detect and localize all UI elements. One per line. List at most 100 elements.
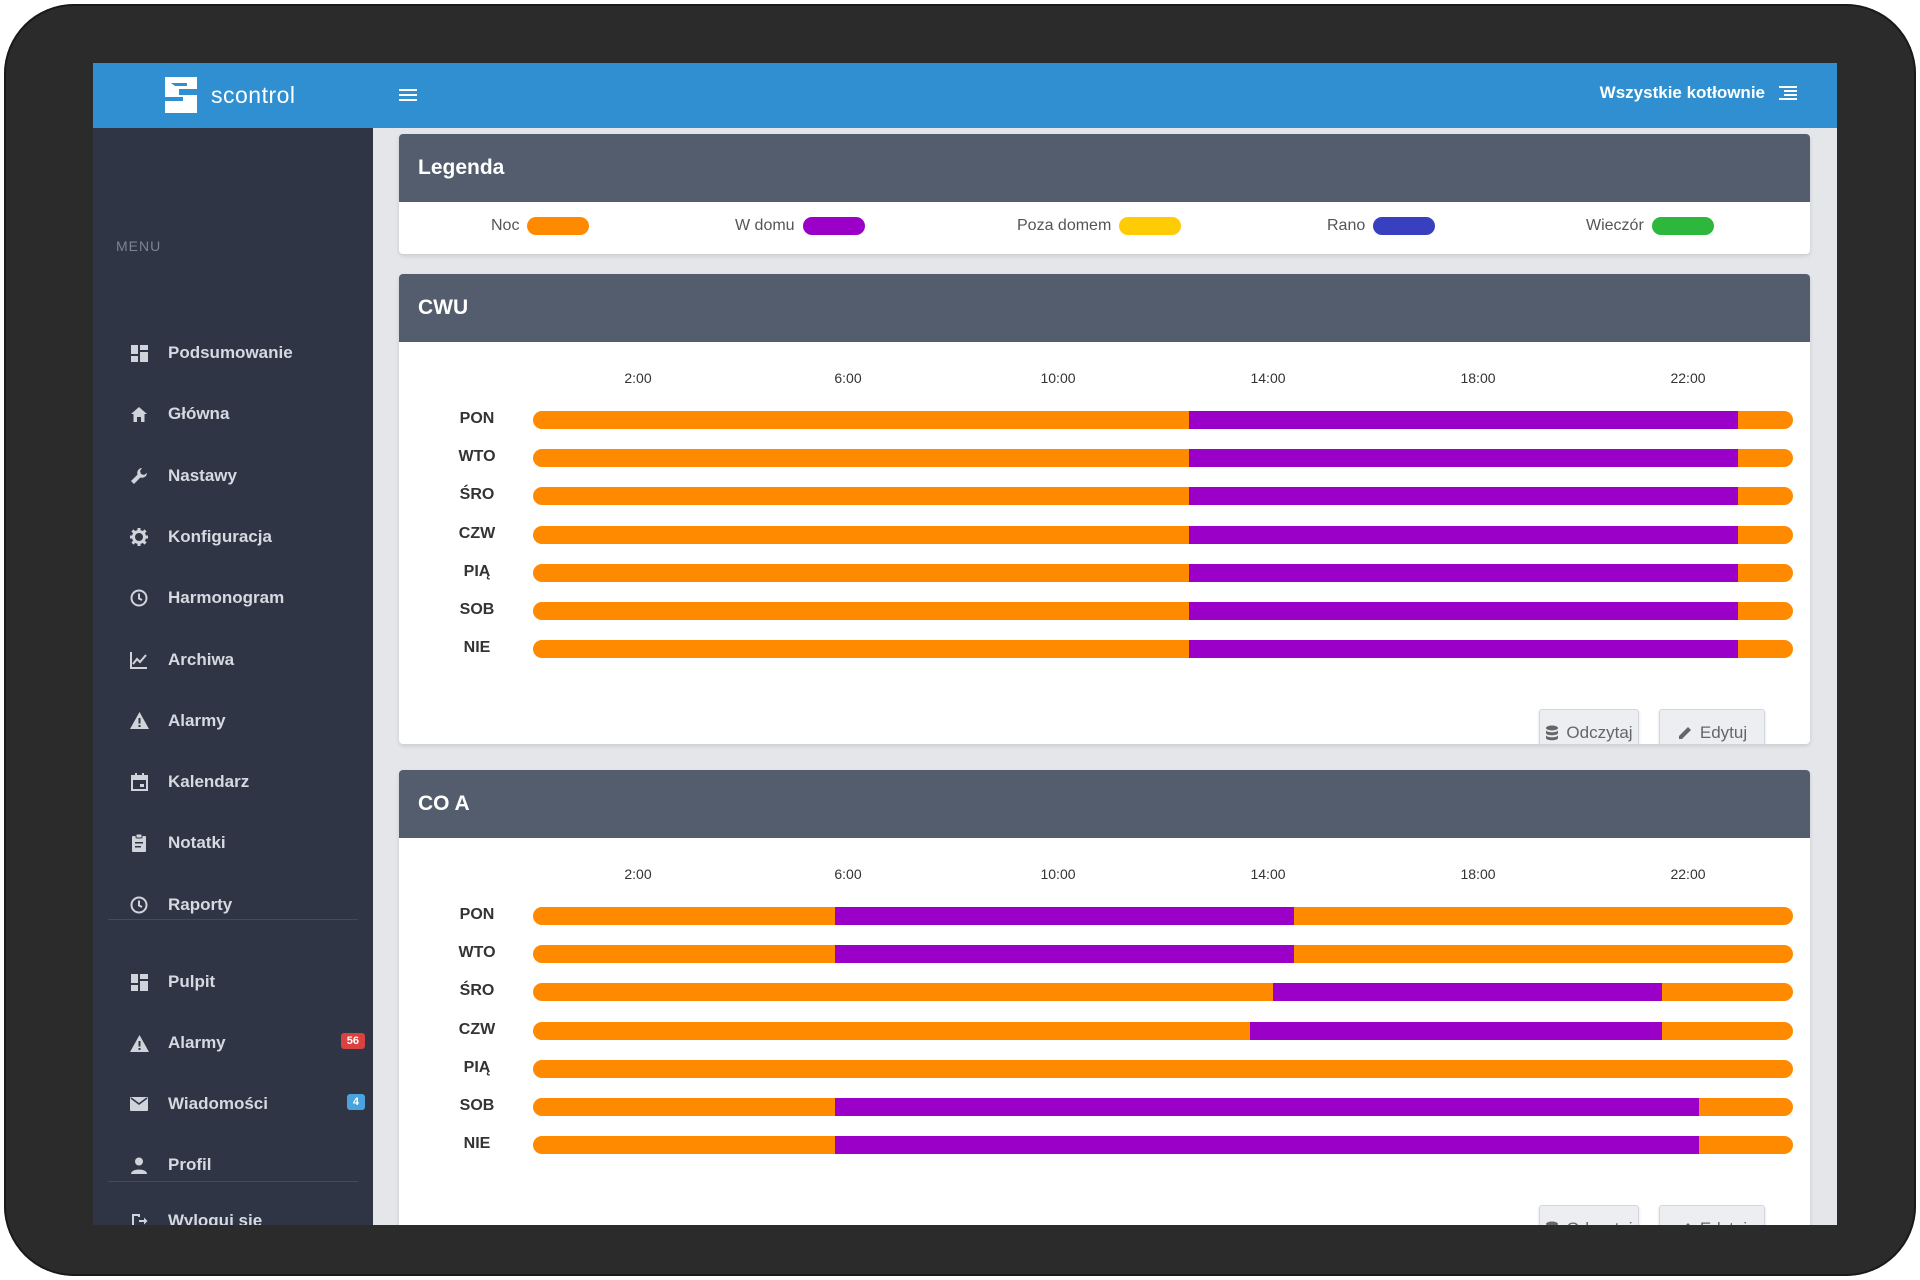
sidebar-item-profil[interactable]: Profil (93, 1140, 373, 1190)
schedule-segment (1294, 907, 1793, 925)
schedule-segment (533, 1021, 1250, 1040)
day-label: PIĄ (463, 1058, 491, 1076)
sidebar-item-label: Harmonogram (168, 588, 285, 608)
schedule-segment (1737, 640, 1793, 659)
calendar-icon (128, 771, 150, 793)
schedule-segment (1698, 1098, 1793, 1116)
top-bar: scontrol Wszystkie kotłownie (93, 63, 1837, 128)
legend-panel: Legenda Noc W domu Poza domem Rano Wieczór (399, 134, 1810, 254)
day-label: WTO (458, 448, 496, 466)
legend-label: Noc (491, 217, 520, 234)
sidebar-item-notatki[interactable]: Notatki (93, 818, 373, 868)
edit-button[interactable]: Edytuj (1659, 1205, 1765, 1225)
sidebar-divider (108, 1181, 358, 1182)
schedule-segment (1737, 487, 1793, 506)
read-button[interactable]: Odczytaj (1539, 1205, 1639, 1225)
day-schedule-bar[interactable] (533, 945, 1793, 964)
pencil-icon (1677, 1221, 1693, 1225)
day-label: NIE (463, 1135, 491, 1153)
day-schedule-bar[interactable] (533, 411, 1793, 429)
day-schedule-bar[interactable] (533, 563, 1793, 582)
sidebar-item-alarmy[interactable]: Alarmy 56 (93, 1018, 373, 1068)
sidebar-item-kalendarz[interactable]: Kalendarz (93, 757, 373, 807)
sidebar-divider (108, 919, 358, 920)
hamburger-icon (399, 89, 417, 101)
schedule-segment (834, 1098, 1699, 1116)
sidebar-item-label: Podsumowanie (168, 343, 293, 362)
day-schedule-bar[interactable] (533, 602, 1793, 620)
sidebar-item-nastawy[interactable]: Nastawy (93, 451, 373, 501)
sidebar-item-alarmy[interactable]: Alarmy (93, 696, 373, 746)
menu-toggle-button[interactable] (395, 82, 421, 108)
day-schedule-bar[interactable] (533, 907, 1793, 925)
sidebar-item-wiadomości[interactable]: Wiadomości 4 (93, 1079, 373, 1129)
day-schedule-bar[interactable] (533, 983, 1793, 1002)
schedule-segment (1737, 411, 1793, 429)
legend-label: Poza domem (1017, 217, 1112, 234)
sidebar-item-konfiguracja[interactable]: Konfiguracja (93, 512, 373, 562)
legend-swatch (527, 217, 590, 235)
sidebar-item-label: Raporty (168, 894, 233, 914)
day-schedule-bar[interactable] (533, 1059, 1793, 1078)
sidebar-item-główna[interactable]: Główna (93, 389, 373, 439)
all-boilers-label: Wszystkie kotłownie (1599, 83, 1765, 102)
day-label: PIĄ (463, 562, 491, 580)
app-logo[interactable]: scontrol (161, 73, 296, 117)
dashboard-icon (128, 342, 150, 364)
day-label: PON (459, 410, 495, 427)
sidebar-item-raporty[interactable]: Raporty (93, 880, 373, 930)
sidebar-item-archiwa[interactable]: Archiwa (93, 635, 373, 685)
day-schedule-bar[interactable] (533, 640, 1793, 659)
sidebar-item-harmonogram[interactable]: Harmonogram (93, 573, 373, 623)
schedule-panel: CWU 2:00 6:00 10:00 14:00 18:00 22:00 PON WTO ŚRO… (399, 274, 1810, 744)
schedule-segment (533, 1136, 835, 1155)
hour-label: 14:00 (1250, 866, 1286, 882)
hour-label: 2:00 (624, 370, 652, 386)
legend-item: Rano (1327, 217, 1436, 235)
app-screen: scontrol Wszystkie kotłownie MENU Podsum… (93, 63, 1837, 1225)
schedule-segment (1698, 1136, 1793, 1155)
sidebar-item-label: Alarmy (168, 710, 226, 730)
hour-label: 6:00 (834, 866, 862, 882)
clipboard-icon (128, 832, 150, 854)
logout-button[interactable]: Wyloguj się (93, 1196, 373, 1225)
sidebar: MENU Podsumowanie Główna Nastawy Konfigurac… (93, 128, 373, 1225)
day-schedule-bar[interactable] (533, 1136, 1793, 1155)
sidebar-item-podsumowanie[interactable]: Podsumowanie (93, 328, 373, 378)
sidebar-item-label: Notatki (168, 833, 226, 853)
sidebar-item-label: Wiadomości (168, 1094, 268, 1113)
schedule-segment (533, 411, 1190, 429)
schedule-segment (1273, 983, 1662, 1002)
day-schedule-bar[interactable] (533, 1098, 1793, 1116)
sidebar-item-label: Konfiguracja (168, 526, 272, 546)
all-boilers-menu[interactable]: Wszystkie kotłownie (1600, 83, 1797, 103)
day-label: CZW (458, 524, 496, 542)
schedule-segment (533, 602, 1190, 620)
list-lines-icon (1779, 86, 1797, 100)
day-schedule-bar[interactable] (533, 1021, 1793, 1040)
clock-icon (128, 894, 150, 916)
schedule-segment (533, 449, 1190, 468)
schedule-segment (1189, 525, 1738, 544)
schedule-segment (533, 525, 1190, 544)
schedule-segment (533, 1098, 835, 1116)
schedule-segment (533, 487, 1190, 506)
chart-line-icon (128, 649, 150, 671)
app-name: scontrol (211, 81, 296, 108)
day-schedule-bar[interactable] (533, 525, 1793, 544)
edit-button[interactable]: Edytuj (1659, 709, 1765, 744)
database-icon (1545, 1221, 1559, 1225)
legend-item: Poza domem (1017, 217, 1182, 235)
wrench-icon (128, 465, 150, 487)
schedule-segment (533, 640, 1190, 659)
day-schedule-bar[interactable] (533, 449, 1793, 468)
hour-label: 10:00 (1040, 370, 1076, 386)
schedule-segment (1661, 983, 1793, 1002)
day-schedule-bar[interactable] (533, 487, 1793, 506)
schedule-title: CWU (399, 274, 1810, 342)
count-badge: 4 (346, 1094, 365, 1110)
schedule-segment (1737, 602, 1793, 620)
schedule-segment (1737, 563, 1793, 582)
read-button[interactable]: Odczytaj (1539, 709, 1639, 744)
sidebar-item-pulpit[interactable]: Pulpit (93, 957, 373, 1007)
